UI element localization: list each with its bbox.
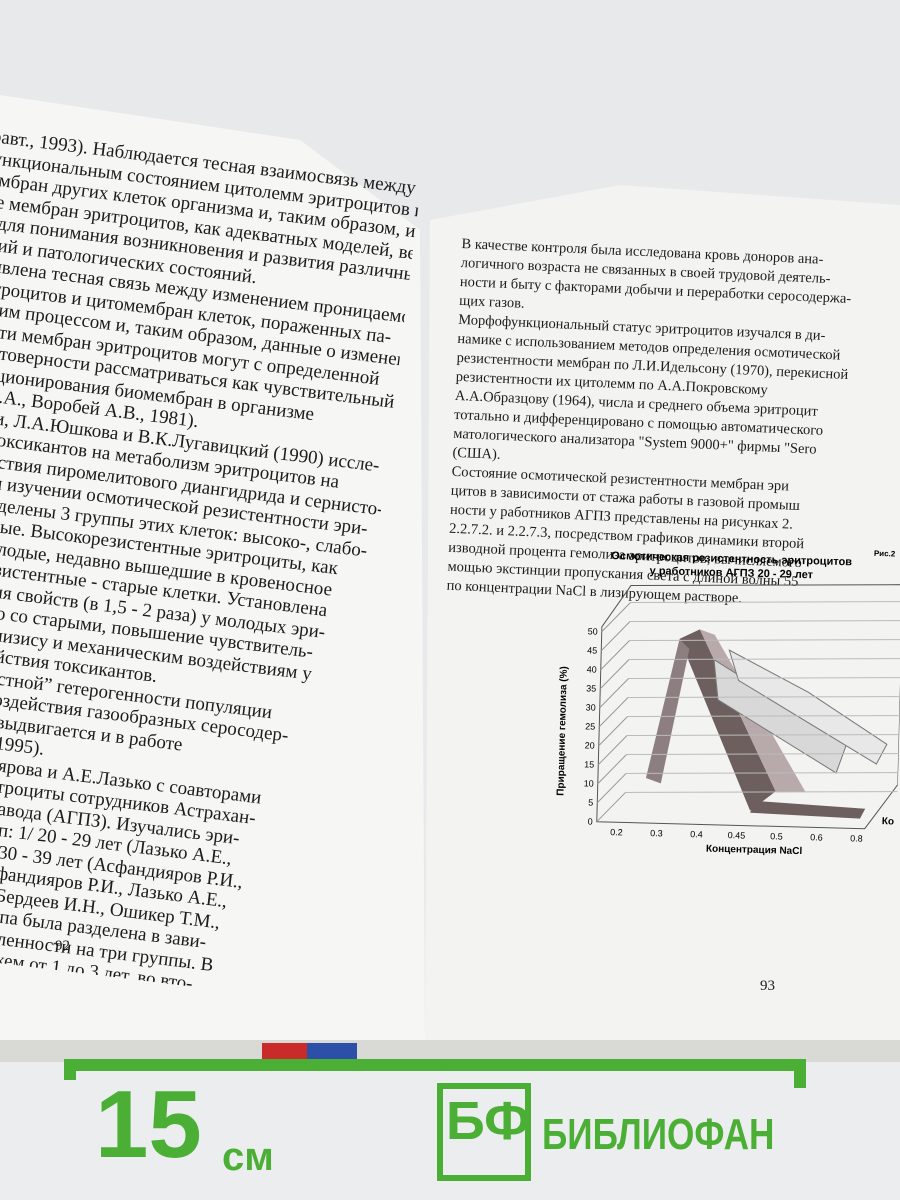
z-label: Ко	[882, 816, 895, 827]
grid-line	[601, 602, 631, 633]
y-tick-label: 10	[584, 778, 594, 788]
ribbon	[645, 638, 690, 784]
y-tick-label: 40	[587, 664, 597, 674]
brand-name: БИБЛИОФАН	[542, 1110, 775, 1159]
grid-line	[630, 601, 900, 604]
grid-line	[628, 677, 900, 679]
grid-line	[600, 621, 631, 652]
y-tick-label: 35	[586, 683, 596, 693]
grid-line	[630, 620, 900, 623]
ruler-unit: см	[222, 1135, 274, 1179]
page-number: 92	[55, 938, 70, 954]
y-tick-label: 30	[586, 702, 596, 712]
spine-blue	[307, 1043, 357, 1059]
x-tick-label: 0.45	[728, 830, 746, 840]
figure-subtitle: у работников АГПЗ 20 - 29 лет	[649, 565, 813, 581]
y-tick-label: 25	[585, 721, 595, 731]
figure-title: Осмотическая резистентность эритроцитов	[611, 550, 852, 568]
x-label: Концентрация NaCl	[706, 844, 803, 858]
grid-line	[600, 640, 630, 671]
grid-line	[599, 678, 629, 709]
grid-line	[626, 772, 899, 774]
grid-line	[625, 791, 898, 793]
ribbon	[750, 800, 866, 819]
y-label: Приращение гемолиза (%)	[555, 666, 569, 796]
figure-label: Рис.2	[874, 549, 896, 559]
book-edge	[0, 1040, 900, 1062]
grid-line	[596, 773, 627, 804]
grid-line	[627, 734, 900, 736]
grid-line	[598, 697, 629, 728]
left-page	[0, 95, 425, 1045]
ruler	[64, 1059, 806, 1088]
grid-line	[597, 754, 627, 785]
spine-red	[262, 1043, 307, 1059]
grid-line	[597, 735, 628, 766]
brand-logo: БФ	[446, 1091, 531, 1151]
figure: Осмотическая резистентность эритроцитов …	[555, 549, 900, 858]
x-tick-label: 0.6	[810, 832, 823, 842]
y-tick-label: 5	[588, 797, 593, 807]
grid-line	[628, 696, 900, 698]
x-tick-label: 0.5	[770, 831, 783, 841]
grid-line	[599, 659, 630, 690]
y-tick-label: 15	[584, 759, 594, 769]
grid-line	[596, 792, 626, 823]
logo-frame	[437, 1083, 531, 1181]
y-tick-label: 45	[587, 645, 597, 655]
ruler-size: 15	[95, 1071, 202, 1178]
grid-line	[626, 753, 899, 755]
y-tick-label: 20	[585, 740, 595, 750]
ribbon	[679, 629, 776, 811]
grid-line	[627, 715, 900, 717]
frame	[596, 584, 900, 830]
right-page-text: В качестве контроля была исследована кро…	[446, 235, 900, 607]
right-page	[425, 185, 900, 1060]
x-tick-label: 0.2	[610, 827, 623, 837]
y-tick-label: 0	[588, 816, 593, 826]
y-tick-label: 50	[588, 626, 598, 636]
x-tick-label: 0.4	[690, 829, 703, 839]
grid-line	[629, 639, 900, 642]
grid-line	[629, 658, 900, 661]
x-tick-label: 0.3	[650, 828, 663, 838]
x-tick-label: 0.8	[850, 833, 863, 843]
page-number: 93	[760, 978, 775, 994]
grid-line	[598, 716, 628, 747]
